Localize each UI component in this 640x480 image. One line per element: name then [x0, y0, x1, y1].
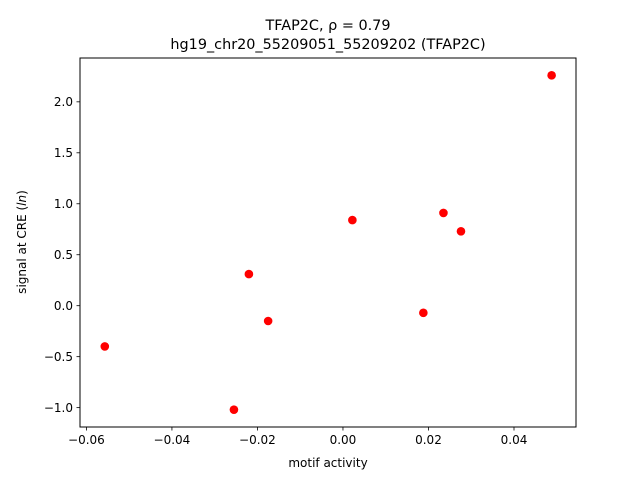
y-tick-label: 0.0: [54, 299, 73, 313]
plot-area: [79, 57, 577, 428]
x-tick-label: 0.00: [330, 433, 357, 447]
x-axis-ticks: −0.06 −0.04 −0.02 0.00 0.02 0.04: [68, 427, 527, 447]
x-tick-label: 0.04: [501, 433, 528, 447]
data-points: [100, 71, 556, 414]
y-axis-ticks: −1.0 −0.5 0.0 0.5 1.0 1.5 2.0: [44, 95, 80, 415]
data-point: [547, 71, 556, 80]
data-point: [263, 316, 273, 326]
x-tick-label: 0.02: [415, 433, 442, 447]
y-tick-label: 2.0: [54, 95, 73, 109]
data-point: [229, 405, 239, 414]
y-tick-label: −1.0: [44, 401, 73, 415]
y-tick-label: −0.5: [44, 350, 73, 364]
data-point: [456, 226, 466, 236]
chart-title-line2: hg19_chr20_55209051_55209202 (TFAP2C): [170, 37, 485, 53]
data-point: [439, 208, 448, 218]
y-axis-label: signal at CRE (ln): [15, 190, 29, 294]
x-tick-label: −0.04: [154, 433, 191, 447]
axes-frame: [79, 57, 577, 428]
x-tick-label: −0.02: [239, 433, 276, 447]
y-tick-label: 1.5: [54, 146, 73, 160]
data-point: [348, 215, 357, 225]
x-axis-label: motif activity: [288, 456, 367, 470]
chart-title-line1: TFAP2C, ρ = 0.79: [264, 18, 390, 34]
data-point: [419, 308, 428, 318]
y-tick-label: 1.0: [54, 197, 73, 211]
y-tick-label: 0.5: [54, 248, 73, 262]
data-point: [100, 342, 110, 351]
x-tick-label: −0.06: [68, 433, 105, 447]
data-point: [244, 269, 254, 279]
